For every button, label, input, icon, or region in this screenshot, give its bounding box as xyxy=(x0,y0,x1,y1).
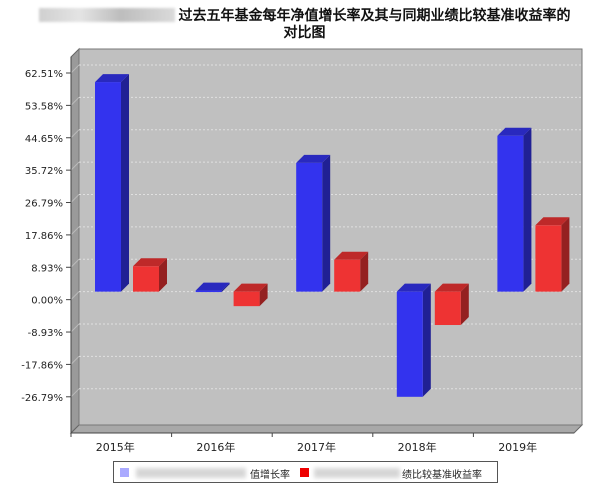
bar-top-绩比较基准收益率 xyxy=(334,251,369,260)
bar-side-绩比较基准收益率 xyxy=(460,283,469,326)
plot-left-wall xyxy=(70,47,80,435)
bar-side-绩比较基准收益率 xyxy=(159,258,167,292)
gridline-wall xyxy=(70,194,80,203)
bar-绩比较基准收益率-2016年 xyxy=(233,291,260,307)
x-tick-label: 2018年 xyxy=(398,440,437,454)
y-tick-label: 17.86% xyxy=(25,231,63,242)
legend-redacted-2 xyxy=(314,468,400,478)
gridline-wall xyxy=(70,226,80,236)
y-tick-label: 53.58% xyxy=(25,101,63,112)
y-tick-label: 8.93% xyxy=(31,263,63,274)
title-line-1: 过去五年基金每年净值增长率及其与同期业绩比较基准收益率的 xyxy=(178,8,571,24)
legend-label-series-2: 绩比较基准收益率 xyxy=(402,470,482,481)
gridline-wall xyxy=(70,97,80,106)
bar-top-绩比较基准收益率 xyxy=(133,258,167,267)
x-tick-label: 2015年 xyxy=(96,440,135,454)
y-tick-label: -8.93% xyxy=(28,328,63,339)
bar-side-值增长率 xyxy=(221,282,230,293)
y-tick-label: 0.00% xyxy=(31,296,63,307)
y-tick-label: 35.72% xyxy=(25,166,63,177)
bar-side-绩比较基准收益率 xyxy=(561,217,570,292)
bar-side-值增长率 xyxy=(422,283,431,397)
x-tick-label: 2017年 xyxy=(297,440,336,454)
gridline-wall xyxy=(70,323,80,333)
bar-top-绩比较基准收益率 xyxy=(233,283,268,292)
plot-floor xyxy=(69,424,584,434)
bar-side-值增长率 xyxy=(322,154,331,292)
legend-swatch-series-1 xyxy=(120,468,129,477)
legend-redacted-1 xyxy=(136,468,246,478)
bar-绩比较基准收益率-2019年 xyxy=(535,225,562,292)
bar-side-值增长率 xyxy=(121,74,129,292)
bar-top-值增长率 xyxy=(296,154,331,163)
bar-top-值增长率 xyxy=(396,283,431,292)
gridline-wall xyxy=(70,161,80,171)
y-tick-label: 62.51% xyxy=(25,69,63,80)
chart-title: 过去五年基金每年净值增长率及其与同期业绩比较基准收益率的 对比图 xyxy=(0,8,609,42)
bar-值增长率-2016年 xyxy=(195,290,222,293)
bar-值增长率-2015年 xyxy=(95,82,121,292)
bar-side-值增长率 xyxy=(523,127,532,292)
legend: 值增长率 绩比较基准收益率 xyxy=(113,461,498,483)
bar-值增长率-2019年 xyxy=(497,135,524,292)
gridline-wall xyxy=(70,129,80,139)
bar-top-值增长率 xyxy=(195,282,230,291)
bar-值增长率-2018年 xyxy=(396,291,423,397)
x-tick-label: 2016年 xyxy=(196,440,235,454)
gridline-wall xyxy=(70,64,80,74)
gridline-wall xyxy=(70,388,80,398)
bar-side-绩比较基准收益率 xyxy=(360,251,369,292)
y-tick-label: 26.79% xyxy=(25,199,63,210)
gridline-wall xyxy=(70,356,80,365)
gridline-wall xyxy=(70,258,80,268)
legend-label-series-1: 值增长率 xyxy=(250,470,290,481)
bar-side-绩比较基准收益率 xyxy=(259,283,268,307)
legend-swatch-series-2 xyxy=(300,468,309,477)
gridline-wall xyxy=(70,291,80,301)
redacted-fund-name xyxy=(38,8,175,22)
bar-top-绩比较基准收益率 xyxy=(434,283,469,292)
bar-top-值增长率 xyxy=(497,127,532,136)
bar-绩比较基准收益率-2018年 xyxy=(434,291,461,326)
bar-绩比较基准收益率-2017年 xyxy=(334,259,361,292)
bar-值增长率-2017年 xyxy=(296,162,323,292)
bar-绩比较基准收益率-2015年 xyxy=(133,266,159,292)
y-tick-label: -26.79% xyxy=(21,393,63,404)
bar-top-值增长率 xyxy=(95,74,129,83)
y-tick-label: -17.86% xyxy=(21,360,63,371)
title-line-2: 对比图 xyxy=(283,25,326,41)
bar-top-绩比较基准收益率 xyxy=(535,217,570,226)
y-tick-label: 44.65% xyxy=(25,134,63,145)
x-tick-label: 2019年 xyxy=(498,440,537,454)
